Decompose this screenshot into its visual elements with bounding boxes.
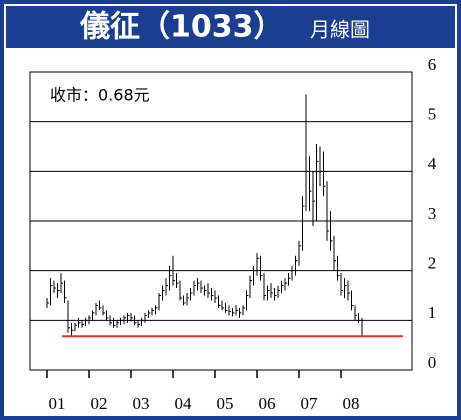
y-tick-label: 5 (428, 105, 437, 124)
y-tick-label: 0 (428, 353, 437, 372)
chart-title: 儀征（1033） (79, 10, 284, 45)
chart-subtitle: 月線圖 (310, 18, 370, 42)
x-tick-label: 02 (91, 394, 108, 413)
x-tick-label: 08 (343, 394, 360, 413)
x-tick-label: 04 (175, 394, 193, 413)
annotation: 收市：0.68元 (50, 86, 150, 105)
x-tick-label: 06 (259, 394, 276, 413)
x-tick-label: 05 (217, 394, 234, 413)
y-tick-label: 1 (428, 303, 437, 322)
y-tick-label: 6 (428, 55, 437, 74)
y-tick-label: 2 (428, 254, 437, 273)
x-tick-label: 03 (133, 394, 150, 413)
x-tick-label: 01 (49, 394, 66, 413)
x-tick-label: 07 (301, 394, 319, 413)
y-tick-label: 3 (428, 204, 437, 223)
title-bar (6, 6, 455, 48)
y-tick-label: 4 (428, 154, 437, 173)
